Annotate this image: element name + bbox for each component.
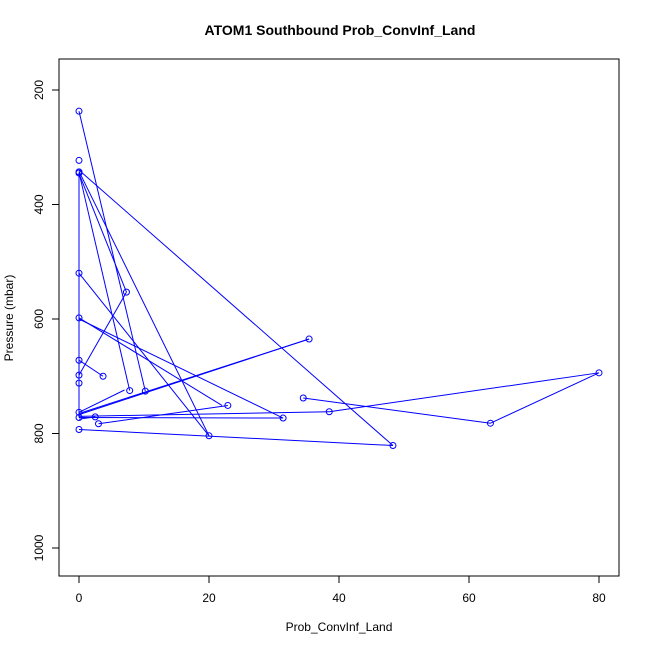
series-segment xyxy=(78,411,330,417)
y-tick-label: 200 xyxy=(32,80,46,100)
series-segment xyxy=(78,111,146,392)
y-tick-label: 600 xyxy=(32,309,46,329)
series-segment xyxy=(78,317,223,406)
series-segment xyxy=(78,416,284,419)
series-segment xyxy=(78,428,393,447)
series-segment xyxy=(78,359,104,377)
data-point xyxy=(95,420,102,428)
x-tick-label: 20 xyxy=(202,591,216,605)
data-point xyxy=(126,387,134,395)
data-point xyxy=(595,369,603,377)
data-point xyxy=(99,372,107,380)
data-point xyxy=(75,379,83,387)
data-point xyxy=(75,107,83,115)
data-point xyxy=(75,314,83,322)
series-segment xyxy=(78,291,127,376)
x-tick-label: 0 xyxy=(76,591,83,605)
data-point xyxy=(122,288,130,296)
data-point xyxy=(325,408,333,416)
series-segment xyxy=(490,372,600,424)
series-lines xyxy=(78,111,600,447)
series-segment xyxy=(78,338,310,416)
series-segment xyxy=(329,372,600,413)
data-point xyxy=(75,413,83,421)
x-tick-label: 60 xyxy=(462,591,476,605)
series-segment xyxy=(303,397,491,424)
y-tick-label: 400 xyxy=(32,194,46,214)
data-point xyxy=(75,356,83,364)
data-point xyxy=(299,394,307,402)
series-segment xyxy=(78,169,394,446)
data-point xyxy=(279,414,287,422)
data-point xyxy=(75,169,83,177)
y-axis-label: Pressure (mbar) xyxy=(2,275,16,362)
data-point xyxy=(75,408,83,416)
y-tick-label: 1000 xyxy=(32,534,46,561)
chart-title: ATOM1 Southbound Prob_ConvInf_Land xyxy=(205,22,476,38)
series-segment xyxy=(78,173,127,293)
series-segment xyxy=(78,389,125,413)
data-point xyxy=(205,432,213,440)
data-point xyxy=(75,269,83,277)
series-segment xyxy=(78,172,131,391)
data-point xyxy=(486,419,494,427)
y-axis: 200 400 600 800 1000 xyxy=(32,80,60,561)
data-point xyxy=(224,401,232,409)
plot-border xyxy=(58,58,620,577)
data-point xyxy=(75,371,83,379)
y-tick-label: 800 xyxy=(32,423,46,443)
data-point xyxy=(91,413,99,421)
data-point xyxy=(75,156,83,164)
series-segment xyxy=(78,318,284,419)
data-point xyxy=(141,387,149,395)
data-point xyxy=(305,335,313,343)
x-tick-label: 80 xyxy=(592,591,606,605)
series-points xyxy=(75,107,603,450)
series-segment xyxy=(78,272,210,437)
x-axis: 0 20 40 60 80 xyxy=(76,575,606,605)
x-tick-label: 40 xyxy=(332,591,346,605)
series-segment xyxy=(98,404,228,425)
x-axis-label: Prob_ConvInf_Land xyxy=(286,620,393,634)
series-segment xyxy=(78,171,210,437)
data-point xyxy=(75,425,83,433)
data-point xyxy=(389,442,397,450)
